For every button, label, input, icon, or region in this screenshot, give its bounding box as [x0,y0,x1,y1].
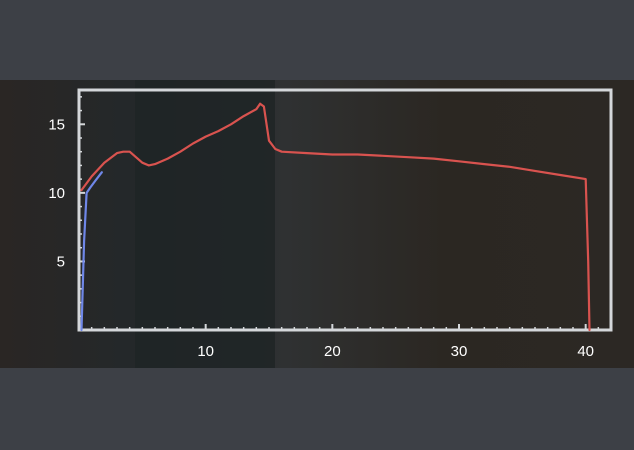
x-tick-label: 40 [577,343,594,360]
series-line-2 [80,171,103,332]
x-tick-label: 10 [197,343,214,360]
series-line-1 [80,102,591,332]
tick-labels: 10 20 30 40 5 10 15 [48,116,594,360]
dark-panel [135,80,275,368]
bottom-band [0,368,634,450]
x-tick-label: 20 [324,343,341,360]
y-tick-label: 5 [57,253,65,270]
x-tick-label: 30 [451,343,468,360]
axis-ticks [79,96,612,330]
y-tick-label: 10 [48,185,65,202]
series-lines [80,102,591,332]
top-band [0,0,634,80]
y-tick-label: 15 [48,116,65,133]
photo-background [0,80,634,368]
